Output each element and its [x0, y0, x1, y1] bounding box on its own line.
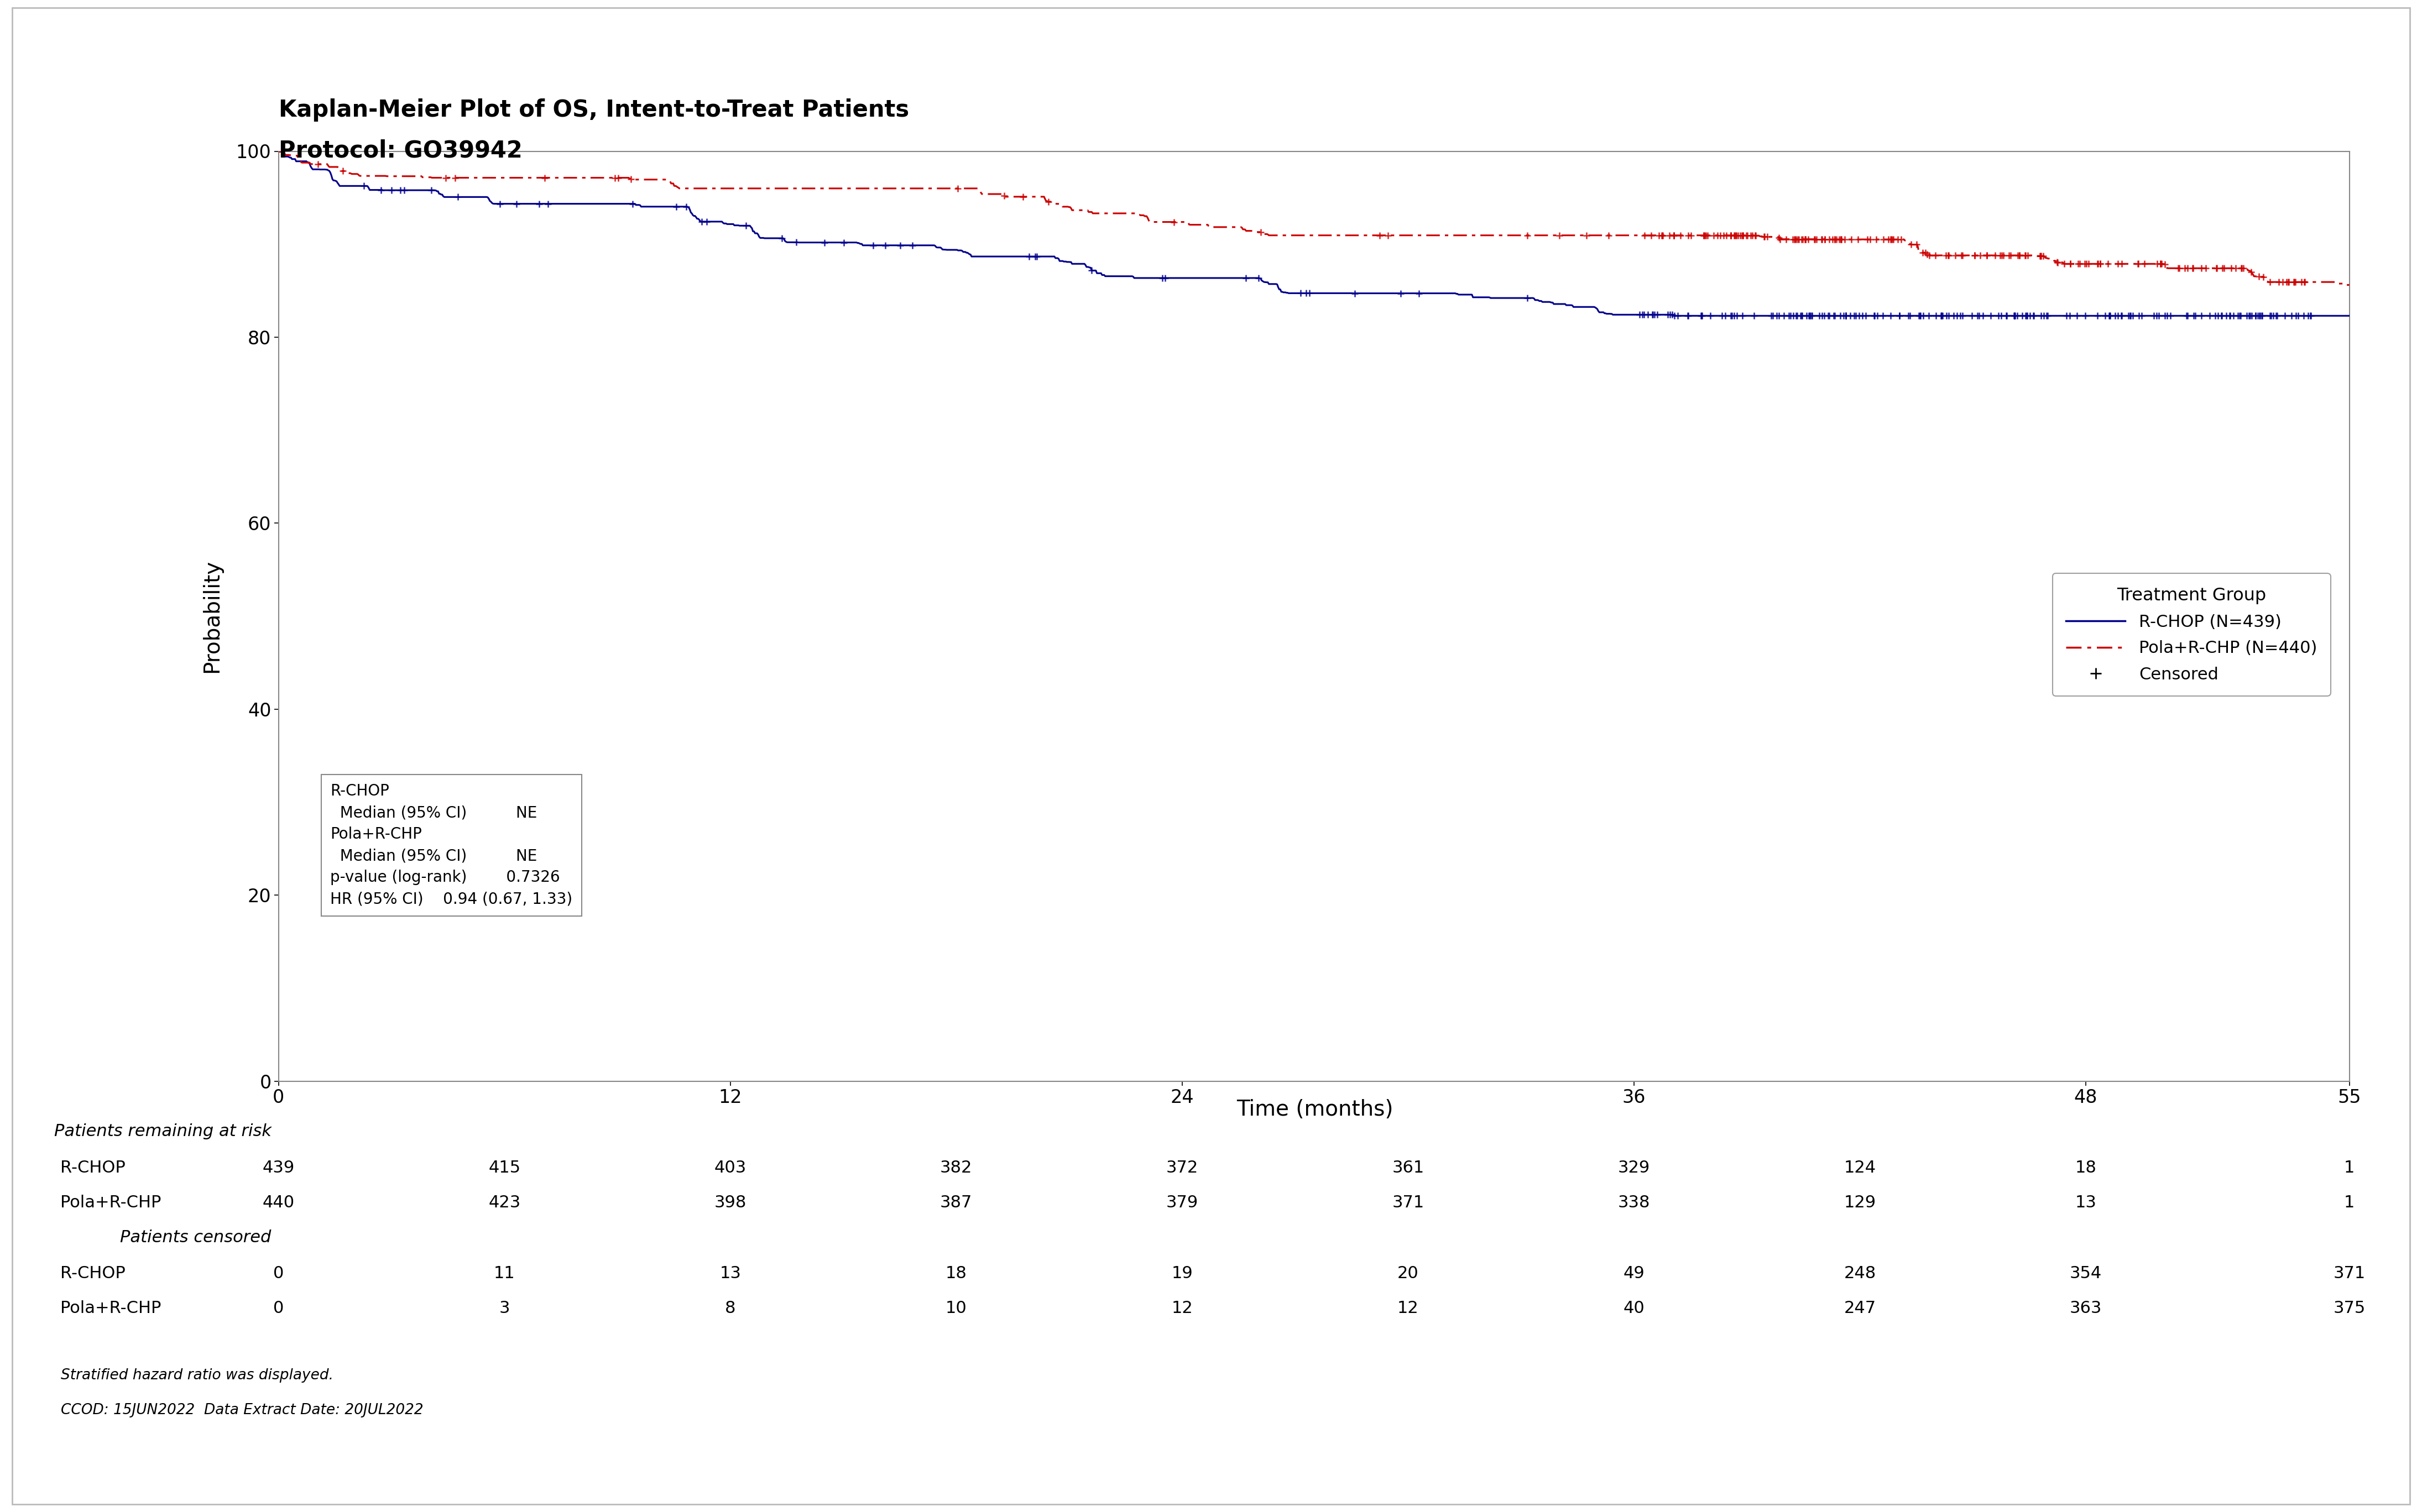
Text: 18: 18 — [945, 1266, 966, 1282]
Text: 372: 372 — [1165, 1160, 1199, 1176]
Text: 3: 3 — [499, 1300, 509, 1317]
Text: 329: 329 — [1618, 1160, 1649, 1176]
Text: 13: 13 — [719, 1266, 741, 1282]
Text: 440: 440 — [262, 1194, 295, 1211]
Text: 403: 403 — [714, 1160, 746, 1176]
Text: CCOD: 15JUN2022  Data Extract Date: 20JUL2022: CCOD: 15JUN2022 Data Extract Date: 20JUL… — [61, 1403, 424, 1418]
Text: 371: 371 — [2332, 1266, 2366, 1282]
Text: 338: 338 — [1618, 1194, 1649, 1211]
Text: 12: 12 — [1172, 1300, 1194, 1317]
Text: 248: 248 — [1843, 1266, 1877, 1282]
Text: 12: 12 — [1397, 1300, 1419, 1317]
Text: Kaplan-Meier Plot of OS, Intent-to-Treat Patients: Kaplan-Meier Plot of OS, Intent-to-Treat… — [279, 98, 908, 121]
Text: 375: 375 — [2332, 1300, 2366, 1317]
Text: 10: 10 — [945, 1300, 966, 1317]
Text: 1: 1 — [2344, 1194, 2354, 1211]
Text: 439: 439 — [262, 1160, 295, 1176]
Legend: R-CHOP (N=439), Pola+R-CHP (N=440), Censored: R-CHOP (N=439), Pola+R-CHP (N=440), Cens… — [2051, 573, 2330, 696]
Text: 361: 361 — [1393, 1160, 1424, 1176]
Text: 18: 18 — [2076, 1160, 2097, 1176]
Text: 11: 11 — [494, 1266, 516, 1282]
Text: 423: 423 — [489, 1194, 521, 1211]
Text: 124: 124 — [1843, 1160, 1877, 1176]
Text: 8: 8 — [724, 1300, 736, 1317]
Text: 49: 49 — [1623, 1266, 1645, 1282]
Text: 247: 247 — [1843, 1300, 1877, 1317]
Text: 379: 379 — [1165, 1194, 1199, 1211]
Text: Pola+R-CHP: Pola+R-CHP — [61, 1194, 162, 1211]
Text: Patients remaining at risk: Patients remaining at risk — [53, 1123, 271, 1140]
Text: Protocol: GO39942: Protocol: GO39942 — [279, 139, 523, 162]
Text: Time (months): Time (months) — [1238, 1099, 1393, 1120]
Text: 354: 354 — [2071, 1266, 2102, 1282]
Text: 20: 20 — [1397, 1266, 1419, 1282]
Text: 415: 415 — [489, 1160, 521, 1176]
Text: 19: 19 — [1172, 1266, 1194, 1282]
Text: R-CHOP: R-CHOP — [61, 1160, 126, 1176]
Text: 40: 40 — [1623, 1300, 1645, 1317]
Text: 13: 13 — [2076, 1194, 2097, 1211]
Text: 398: 398 — [714, 1194, 746, 1211]
Text: R-CHOP: R-CHOP — [61, 1266, 126, 1282]
Text: Pola+R-CHP: Pola+R-CHP — [61, 1300, 162, 1317]
Text: 382: 382 — [940, 1160, 971, 1176]
Text: 1: 1 — [2344, 1160, 2354, 1176]
Text: 0: 0 — [274, 1266, 283, 1282]
Text: 129: 129 — [1843, 1194, 1877, 1211]
Text: 387: 387 — [940, 1194, 971, 1211]
Text: 0: 0 — [274, 1300, 283, 1317]
Text: R-CHOP
  Median (95% CI)          NE
Pola+R-CHP
  Median (95% CI)          NE
p-: R-CHOP Median (95% CI) NE Pola+R-CHP Med… — [329, 783, 572, 907]
Text: Patients censored: Patients censored — [121, 1229, 271, 1246]
Text: Stratified hazard ratio was displayed.: Stratified hazard ratio was displayed. — [61, 1368, 334, 1383]
Y-axis label: Probability: Probability — [201, 559, 223, 673]
Text: 371: 371 — [1393, 1194, 1424, 1211]
Text: 363: 363 — [2071, 1300, 2102, 1317]
